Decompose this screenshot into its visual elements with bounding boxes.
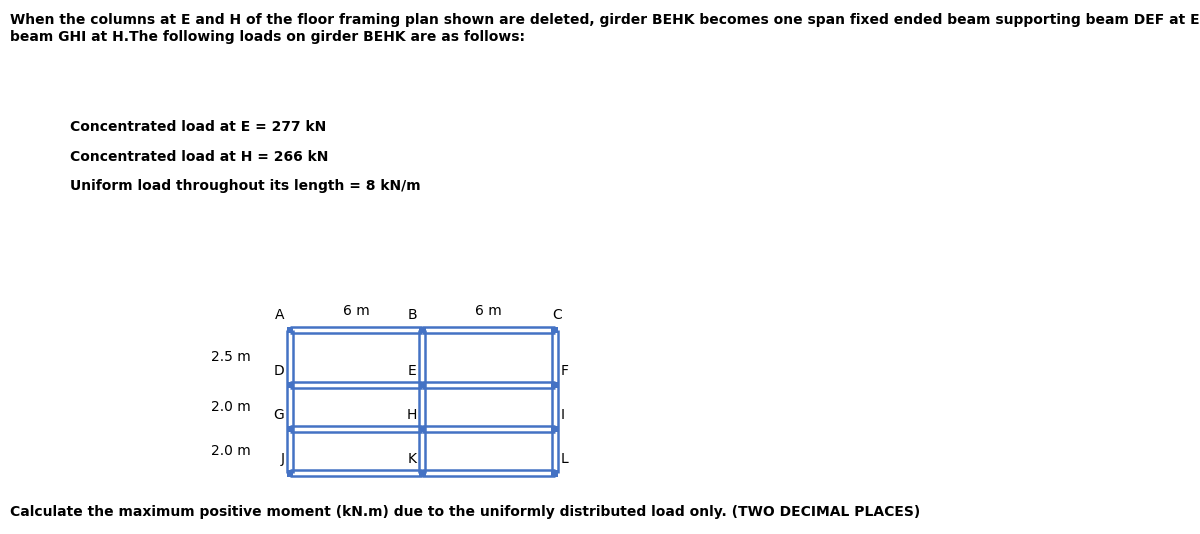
Bar xyxy=(287,470,293,476)
Bar xyxy=(551,327,558,333)
Text: G: G xyxy=(274,408,284,422)
Text: 6 m: 6 m xyxy=(475,304,502,318)
Text: J: J xyxy=(281,452,284,466)
Bar xyxy=(551,382,558,388)
Text: Uniform load throughout its length = 8 kN/m: Uniform load throughout its length = 8 k… xyxy=(70,179,420,193)
Text: When the columns at E and H of the floor framing plan shown are deleted, girder : When the columns at E and H of the floor… xyxy=(10,13,1200,44)
Text: F: F xyxy=(560,364,568,378)
Text: Concentrated load at E = 277 kN: Concentrated load at E = 277 kN xyxy=(70,120,326,134)
Text: 6 m: 6 m xyxy=(343,304,370,318)
Text: C: C xyxy=(552,308,563,322)
Text: 2.0 m: 2.0 m xyxy=(210,400,251,414)
Bar xyxy=(419,470,426,476)
Text: I: I xyxy=(560,408,564,422)
Text: A: A xyxy=(275,308,284,322)
Text: B: B xyxy=(407,308,416,322)
Bar xyxy=(287,382,293,388)
Text: L: L xyxy=(560,452,568,466)
Bar xyxy=(287,327,293,333)
Bar xyxy=(287,426,293,433)
Text: E: E xyxy=(408,364,416,378)
Text: Concentrated load at H = 266 kN: Concentrated load at H = 266 kN xyxy=(70,150,328,163)
Text: 2.0 m: 2.0 m xyxy=(210,444,251,458)
Text: Calculate the maximum positive moment (kN.m) due to the uniformly distributed lo: Calculate the maximum positive moment (k… xyxy=(10,505,920,519)
Bar xyxy=(419,382,426,388)
Bar xyxy=(419,426,426,433)
Text: K: K xyxy=(408,452,416,466)
Bar xyxy=(419,327,426,333)
Text: 2.5 m: 2.5 m xyxy=(210,350,251,365)
Text: D: D xyxy=(274,364,284,378)
Bar xyxy=(551,470,558,476)
Bar xyxy=(551,426,558,433)
Text: H: H xyxy=(407,408,416,422)
